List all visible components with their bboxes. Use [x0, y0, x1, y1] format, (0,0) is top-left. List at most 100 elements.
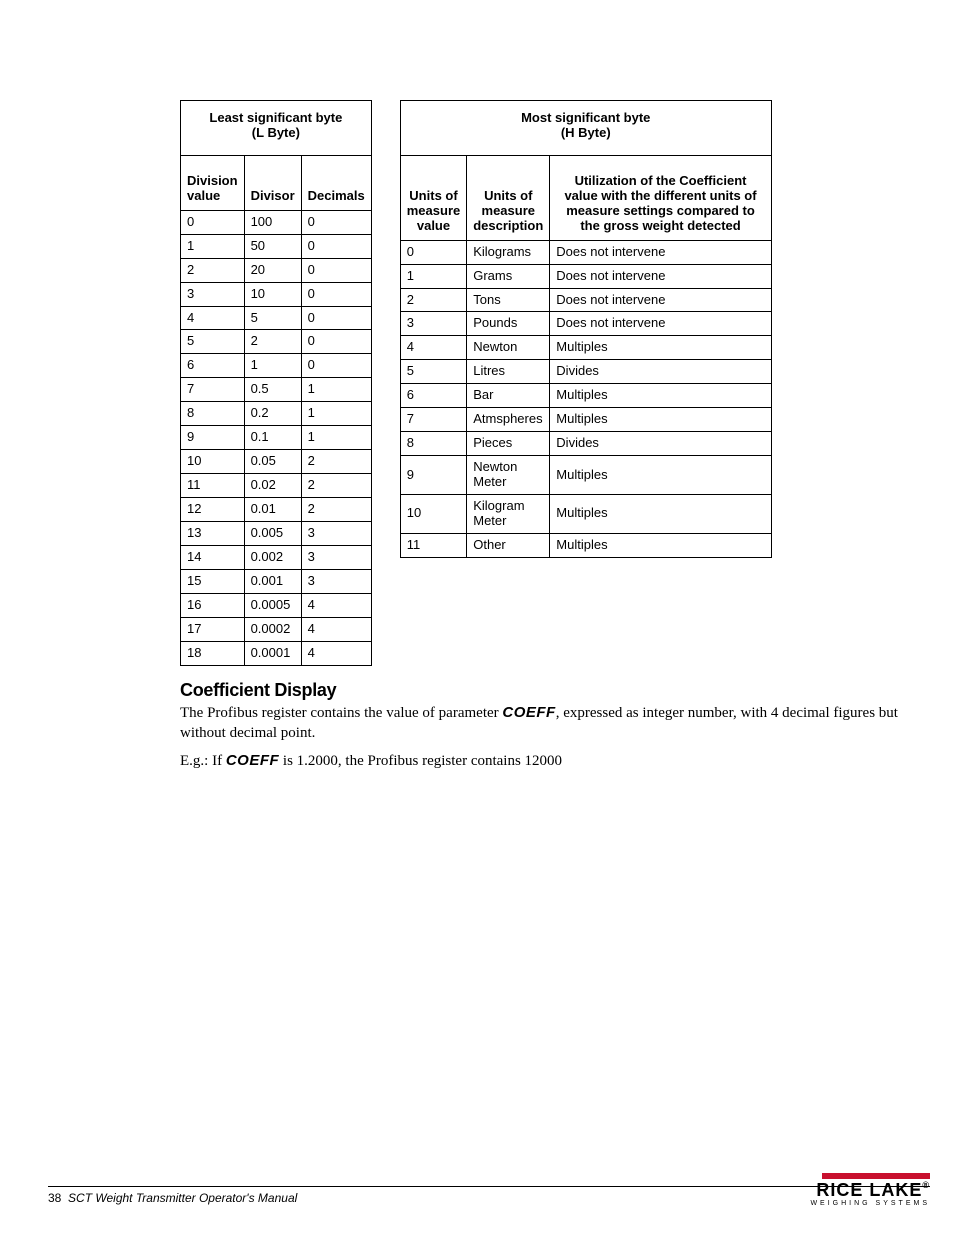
table-cell: Bar — [467, 384, 550, 408]
left-title-line1: Least significant byte — [209, 110, 342, 125]
left-col-divisor: Divisor — [244, 155, 301, 210]
table-cell: 0 — [301, 354, 371, 378]
left-title-line2: (L Byte) — [252, 125, 300, 140]
table-row: 110.022 — [181, 474, 372, 498]
footer-rule — [48, 1186, 930, 1187]
p2-text-a: E.g.: If — [180, 753, 226, 769]
table-cell: 13 — [181, 521, 245, 545]
table-cell: Divides — [550, 432, 771, 456]
logo-tagline: WEIGHING SYSTEMS — [810, 1200, 930, 1207]
table-cell: Multiples — [550, 408, 771, 432]
page-number: 38 — [48, 1191, 61, 1205]
table-row: 140.0023 — [181, 545, 372, 569]
table-cell: 0 — [301, 210, 371, 234]
table-cell: Newton — [467, 336, 550, 360]
table-row: 120.012 — [181, 498, 372, 522]
table-cell: 1 — [301, 378, 371, 402]
table-row: 9Newton MeterMultiples — [400, 456, 771, 495]
table-cell: 11 — [400, 533, 466, 557]
table-cell: 7 — [400, 408, 466, 432]
table-cell: Kilograms — [467, 240, 550, 264]
table-row: 2200 — [181, 258, 372, 282]
table-cell: 0.0002 — [244, 617, 301, 641]
table-cell: 3 — [400, 312, 466, 336]
table-row: 610 — [181, 354, 372, 378]
table-cell: 3 — [181, 282, 245, 306]
coefficient-paragraph-2: E.g.: If COEFF is 1.2000, the Profibus r… — [180, 751, 906, 771]
table-cell: Pieces — [467, 432, 550, 456]
table-cell: 0.005 — [244, 521, 301, 545]
table-cell: 5 — [400, 360, 466, 384]
table-cell: 0.01 — [244, 498, 301, 522]
table-cell: Multiples — [550, 533, 771, 557]
table-cell: 5 — [244, 306, 301, 330]
table-cell: Multiples — [550, 494, 771, 533]
table-cell: Pounds — [467, 312, 550, 336]
table-cell: 8 — [400, 432, 466, 456]
table-cell: 8 — [181, 402, 245, 426]
table-cell: 2 — [181, 258, 245, 282]
table-cell: 1 — [400, 264, 466, 288]
table-row: 1500 — [181, 234, 372, 258]
table-cell: 10 — [400, 494, 466, 533]
table-cell: 0 — [301, 258, 371, 282]
table-cell: 0.1 — [244, 426, 301, 450]
table-cell: 50 — [244, 234, 301, 258]
table-row: 80.21 — [181, 402, 372, 426]
table-cell: 2 — [400, 288, 466, 312]
tables-container: Least significant byte (L Byte) Division… — [180, 100, 906, 666]
table-cell: 4 — [181, 306, 245, 330]
table-row: 0KilogramsDoes not intervene — [400, 240, 771, 264]
table-cell: 14 — [181, 545, 245, 569]
table-row: 70.51 — [181, 378, 372, 402]
coefficient-display-heading: Coefficient Display — [180, 680, 906, 701]
table-cell: 0.001 — [244, 569, 301, 593]
coeff-label-2: COEFF — [226, 752, 279, 769]
table-cell: 1 — [244, 354, 301, 378]
p1-text-a: The Profibus register contains the value… — [180, 705, 502, 721]
table-cell: 0 — [301, 306, 371, 330]
table-cell: 3 — [301, 521, 371, 545]
table-cell: Multiples — [550, 456, 771, 495]
table-cell: 17 — [181, 617, 245, 641]
table-row: 4NewtonMultiples — [400, 336, 771, 360]
table-cell: 0 — [301, 234, 371, 258]
table-cell: 11 — [181, 474, 245, 498]
table-row: 5LitresDivides — [400, 360, 771, 384]
table-cell: 4 — [301, 641, 371, 665]
table-cell: 9 — [181, 426, 245, 450]
table-cell: 1 — [301, 402, 371, 426]
least-significant-byte-table: Least significant byte (L Byte) Division… — [180, 100, 372, 666]
table-row: 1GramsDoes not intervene — [400, 264, 771, 288]
table-cell: 0 — [301, 282, 371, 306]
table-cell: 3 — [301, 545, 371, 569]
table-cell: 16 — [181, 593, 245, 617]
table-cell: 2 — [301, 450, 371, 474]
table-row: 520 — [181, 330, 372, 354]
right-table-title: Most significant byte (H Byte) — [400, 101, 771, 156]
table-cell: 12 — [181, 498, 245, 522]
right-title-line1: Most significant byte — [521, 110, 650, 125]
table-row: 8PiecesDivides — [400, 432, 771, 456]
most-significant-byte-table: Most significant byte (H Byte) Units of … — [400, 100, 772, 558]
table-cell: Litres — [467, 360, 550, 384]
table-cell: Does not intervene — [550, 288, 771, 312]
table-row: 170.00024 — [181, 617, 372, 641]
table-cell: 4 — [301, 617, 371, 641]
registered-mark: ® — [922, 1180, 930, 1190]
table-row: 450 — [181, 306, 372, 330]
table-cell: Does not intervene — [550, 240, 771, 264]
table-cell: 100 — [244, 210, 301, 234]
table-cell: 4 — [400, 336, 466, 360]
left-table-title: Least significant byte (L Byte) — [181, 101, 372, 156]
table-cell: 9 — [400, 456, 466, 495]
table-cell: Other — [467, 533, 550, 557]
table-cell: Kilogram Meter — [467, 494, 550, 533]
table-row: 180.00014 — [181, 641, 372, 665]
table-cell: Atmspheres — [467, 408, 550, 432]
table-cell: 20 — [244, 258, 301, 282]
table-row: 7AtmspheresMultiples — [400, 408, 771, 432]
logo-red-bar — [822, 1173, 930, 1179]
table-cell: 0 — [181, 210, 245, 234]
table-row: 3100 — [181, 282, 372, 306]
